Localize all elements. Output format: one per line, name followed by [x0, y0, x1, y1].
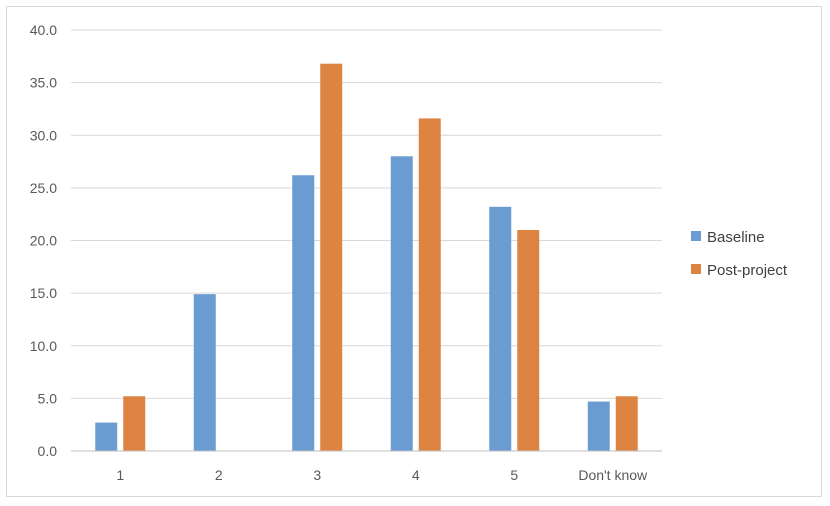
y-tick-label: 15.0 — [30, 285, 57, 301]
bar-baseline-2 — [193, 294, 216, 451]
x-tick-label: 5 — [510, 467, 518, 483]
bar-post-project-3 — [320, 63, 343, 452]
x-tick-label: 1 — [116, 467, 124, 483]
bar-baseline-5 — [489, 206, 512, 451]
y-tick-label: 5.0 — [38, 390, 58, 406]
x-tick-label: Don't know — [578, 467, 648, 483]
bar-post-project-don-t-know — [615, 396, 638, 451]
legend-swatch — [691, 264, 701, 274]
bar-post-project-4 — [418, 118, 441, 451]
y-tick-label: 0.0 — [38, 443, 58, 459]
bar-baseline-3 — [292, 175, 315, 451]
y-tick-label: 40.0 — [30, 22, 57, 38]
x-tick-label: 4 — [412, 467, 420, 483]
bar-baseline-1 — [95, 422, 118, 451]
x-tick-label: 2 — [215, 467, 223, 483]
bar-post-project-1 — [123, 396, 146, 451]
bar-baseline-don-t-know — [587, 401, 610, 451]
legend: Baseline Post-project — [691, 229, 788, 279]
y-tick-label: 30.0 — [30, 127, 57, 143]
bar-baseline-4 — [390, 156, 413, 452]
bars — [95, 63, 638, 452]
gridlines — [71, 29, 662, 399]
y-tick-label: 25.0 — [30, 180, 57, 196]
y-axis-tick-labels: 0.0 5.0 10.0 15.0 20.0 25.0 30.0 35.0 40.0 — [30, 22, 57, 459]
x-axis-tick-labels: 1 2 3 4 5 Don't know — [116, 467, 648, 483]
bar-post-project-5 — [517, 229, 540, 451]
legend-label: Post-project — [707, 262, 788, 279]
legend-swatch — [691, 231, 701, 241]
y-tick-label: 35.0 — [30, 75, 57, 91]
x-tick-label: 3 — [313, 467, 321, 483]
y-tick-label: 10.0 — [30, 338, 57, 354]
legend-label: Baseline — [707, 229, 765, 246]
y-tick-label: 20.0 — [30, 233, 57, 249]
